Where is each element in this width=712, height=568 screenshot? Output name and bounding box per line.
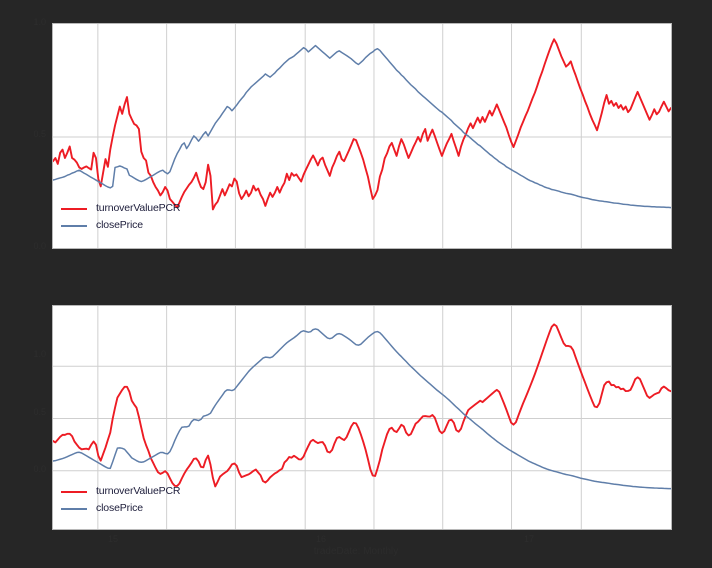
legend-bottom: turnoverValuePCR closePrice <box>61 483 181 517</box>
ytick-bottom-1: 0.5 <box>33 407 46 417</box>
series-line-turnoverValuePCR <box>53 323 671 488</box>
ytick-bottom-0: 1.0 <box>33 349 46 359</box>
legend-swatch-turnover <box>61 207 87 210</box>
legend-label-turnover: turnoverValuePCR <box>96 202 181 215</box>
xtick-0: 15 <box>108 534 119 544</box>
xtick-1: 16 <box>316 534 327 544</box>
legend-label-closeprice: closePrice <box>96 219 143 232</box>
ytick-top-0: 1.0 <box>33 17 46 27</box>
legend-row-turnover[interactable]: turnoverValuePCR <box>61 483 181 500</box>
legend-swatch-closeprice <box>61 224 87 227</box>
chart-panel-bottom[interactable]: turnoverValuePCR closePrice <box>52 305 672 530</box>
legend-row-turnover[interactable]: turnoverValuePCR <box>61 200 181 217</box>
chart-panel-top[interactable]: turnoverValuePCR closePrice <box>52 23 672 249</box>
legend-row-closeprice[interactable]: closePrice <box>61 500 180 517</box>
ytick-bottom-2: 0.0 <box>33 464 46 474</box>
series-line-turnoverValuePCR <box>53 38 671 211</box>
legend-swatch-turnover <box>61 490 87 493</box>
plot-area-bottom <box>53 306 671 529</box>
legend-swatch-closeprice <box>61 507 87 510</box>
series-line-closePrice <box>53 328 671 490</box>
legend-top: turnoverValuePCR closePrice <box>61 200 181 234</box>
x-axis-title: tradeDate: Monthly <box>313 546 399 557</box>
legend-row-closeprice[interactable]: closePrice <box>61 217 180 234</box>
series-line-closePrice <box>53 44 671 209</box>
legend-label-turnover: turnoverValuePCR <box>96 485 181 498</box>
xtick-2: 17 <box>524 534 535 544</box>
legend-label-closeprice: closePrice <box>96 502 143 515</box>
ytick-top-1: 0.5 <box>33 129 46 139</box>
plot-area-top <box>53 24 671 248</box>
ytick-top-2: 0.0 <box>33 241 46 251</box>
